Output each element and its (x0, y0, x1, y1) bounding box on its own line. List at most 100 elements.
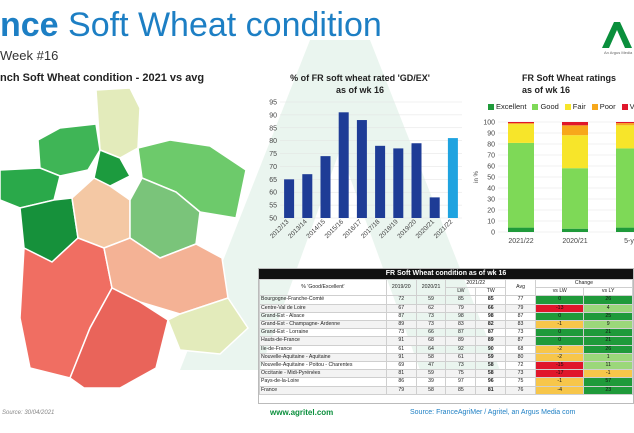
table-row: France 79 58 85 81 76 -4 23 (259, 385, 633, 395)
y-tick-label: 50 (487, 175, 495, 182)
cell-y2021: 59 (415, 295, 447, 305)
footer-website-link[interactable]: www.agritel.com (270, 408, 334, 417)
x-tick-label: 2021/22 (508, 238, 533, 245)
bar-2013/14 (302, 174, 313, 218)
condition-table: FR Soft Wheat condition as of wk 16 % 'G… (258, 268, 634, 404)
y-tick-label: 0 (491, 230, 495, 237)
cell-y1920: 91 (385, 352, 417, 363)
cell-vs-lw: -1 (534, 320, 585, 330)
cell-lw: 87 (445, 328, 477, 338)
cell-region: Grand-Est - Alsace (259, 311, 387, 322)
stack-Poor-5-y (616, 123, 634, 126)
bar-2020/21 (429, 197, 440, 218)
cell-y2021: 64 (415, 344, 447, 354)
table-row: Grand-Est - Champagne- Ardenne 89 73 83 82 83… (259, 320, 633, 330)
legend-swatch (591, 104, 598, 111)
table-header-row: % 'Good/Excellent' 2019/20 2020/21 2021/… (259, 278, 634, 297)
cell-y1920: 79 (385, 385, 417, 395)
cell-vs-ly: 21 (583, 328, 633, 338)
cell-avg: 73 (505, 328, 536, 338)
y-tick-label: 95 (269, 100, 277, 107)
chart-gdex-title: % of FR soft wheat rated 'GD/EX' as of w… (260, 72, 460, 96)
cell-vs-lw: -2 (534, 344, 585, 354)
cell-region: Nouvelle-Aquitaine - Poitou - Charentes (259, 361, 387, 371)
legend-item: Good (532, 102, 559, 111)
cell-tw: 58 (475, 369, 507, 379)
cell-y1920: 69 (385, 361, 417, 371)
cell-region: Hauts-de-France (259, 336, 387, 346)
table-row: Centre-Val de Loire 67 62 79 66 79 -13 4 (259, 303, 633, 313)
cell-avg: 83 (505, 320, 536, 330)
chart-ratings-title: FR Soft Wheat ratings as of wk 16 (482, 72, 634, 96)
bar-2018/19 (393, 148, 404, 218)
cell-lw: 79 (445, 303, 477, 313)
x-tick-label: 2020/21 (562, 238, 587, 245)
col-header-2021-22: 2021/22 (445, 278, 507, 289)
cell-region: Grand-Est - Champagne- Ardenne (259, 320, 387, 330)
legend-swatch (532, 104, 539, 111)
y-tick-label: 30 (487, 197, 495, 204)
footer-source: Source: FranceAgriMer / Agritel, an Argu… (410, 409, 576, 416)
cell-vs-ly: 26 (583, 344, 633, 354)
cell-tw: 58 (475, 361, 507, 371)
stack-Fair-2020/21 (562, 135, 588, 169)
cell-avg: 76 (505, 385, 536, 395)
table-row: Ile-de-France 61 64 92 90 68 -2 26 (259, 344, 633, 354)
page-subtitle: Week #16 (0, 48, 59, 63)
cell-region: Occitanie - Midi-Pyrénées (259, 369, 387, 379)
stack-Ve-2020/21 (562, 122, 588, 126)
cell-y2021: 73 (415, 320, 447, 330)
legend-label: Fair (572, 102, 586, 111)
cell-y1920: 81 (385, 369, 417, 379)
col-header-vs-lw: vs LW (534, 287, 585, 297)
region-ile-de-france (93, 148, 132, 187)
cell-y1920: 73 (385, 328, 417, 338)
cell-vs-ly: 4 (583, 303, 633, 313)
legend-item: Fair (564, 102, 586, 111)
agritel-logo (602, 22, 632, 48)
table-row: Grand-Est - Alsace 87 73 98 98 87 0 25 (259, 311, 633, 322)
y-axis-label: in % (474, 170, 480, 182)
cell-region: Nouvelle-Aquitaine - Aquitaine (259, 352, 387, 363)
legend-item: Ve (621, 102, 634, 111)
col-header-2020-21: 2020/21 (415, 278, 447, 297)
legend-label: Poor (599, 102, 616, 111)
bar-2016/17 (356, 120, 367, 218)
cell-tw: 87 (475, 328, 507, 338)
col-header-change: Change (534, 278, 634, 289)
stack-Ve-5-y (616, 122, 634, 124)
cell-tw: 89 (475, 336, 507, 346)
legend-label: Ve (629, 102, 634, 111)
cell-lw: 92 (445, 344, 477, 354)
cell-tw: 85 (475, 295, 507, 305)
legend-label: Excellent (496, 102, 527, 111)
cell-tw: 98 (475, 311, 507, 322)
cell-vs-ly: 25 (583, 311, 633, 322)
cell-avg: 72 (505, 361, 536, 371)
cell-avg: 68 (505, 344, 536, 354)
cell-avg: 87 (505, 311, 536, 322)
legend-label: Good (540, 102, 559, 111)
stack-Excellent-2021/22 (508, 227, 534, 232)
y-tick-label: 10 (487, 219, 495, 226)
cell-vs-ly: 57 (583, 377, 633, 387)
cell-y2021: 58 (415, 385, 447, 395)
y-tick-label: 85 (269, 125, 277, 132)
cell-vs-ly: -1 (583, 369, 633, 379)
y-tick-label: 80 (487, 142, 495, 149)
y-tick-label: 60 (269, 190, 277, 197)
cell-avg: 73 (505, 369, 536, 379)
legend-swatch (488, 104, 494, 111)
col-header-tw: TW (475, 287, 507, 297)
cell-region: France (259, 385, 387, 395)
cell-vs-lw: -15 (534, 361, 585, 371)
stack-Poor-2021/22 (508, 123, 534, 125)
cell-y1920: 67 (385, 303, 417, 313)
bar-2019/20 (411, 143, 422, 218)
chart-gdex-by-season: 505560657075808590952012/132013/142014/1… (269, 100, 462, 240)
col-header-vs-ly: vs LY (583, 287, 633, 297)
cell-lw: 97 (445, 377, 477, 387)
cell-y2021: 68 (415, 336, 447, 346)
cell-vs-lw: -17 (534, 369, 585, 379)
stack-Good-2020/21 (562, 168, 588, 229)
